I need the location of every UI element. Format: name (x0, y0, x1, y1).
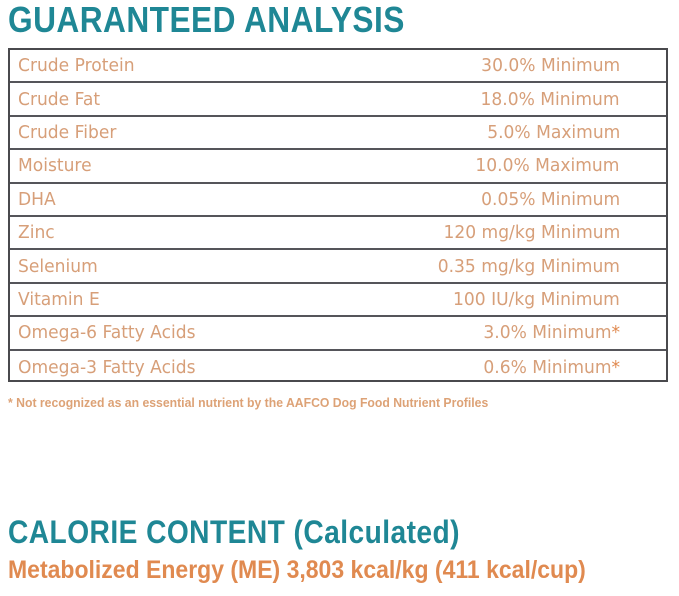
calorie-content-title: CALORIE CONTENT (Calculated) (8, 513, 460, 551)
nutrient-name: DHA (18, 188, 56, 210)
nutrient-amount: 120 mg/kg Minimum (443, 222, 620, 244)
table-row: Moisture 10.0% Maximum (10, 150, 666, 184)
footnote-marker: * (611, 322, 620, 344)
guaranteed-analysis-table: Crude Protein 30.0% Minimum Crude Fat 18… (8, 48, 668, 382)
table-row: Vitamin E 100 IU/kg Minimum (10, 284, 666, 318)
nutrient-name: Omega-6 Fatty Acids (18, 322, 196, 344)
table-row: Omega-3 Fatty Acids 0.6% Minimum* (10, 351, 666, 384)
guaranteed-analysis-footnote: * Not recognized as an essential nutrien… (8, 395, 489, 410)
metabolized-energy-value: Metabolized Energy (ME) 3,803 kcal/kg (4… (8, 556, 586, 584)
nutrient-name: Crude Protein (18, 55, 135, 77)
guaranteed-analysis-title: GUARANTEED ANALYSIS (8, 0, 405, 40)
nutrient-name: Zinc (18, 222, 55, 244)
table-row: Crude Protein 30.0% Minimum (10, 50, 666, 84)
calorie-content-title-paren: (Calculated) (285, 514, 460, 550)
table-row: Zinc 120 mg/kg Minimum (10, 217, 666, 251)
nutrient-amount: 0.6% Minimum* (483, 356, 620, 378)
footnote-marker: * (611, 356, 620, 378)
nutrient-name: Vitamin E (18, 288, 100, 310)
table-row: Crude Fiber 5.0% Maximum (10, 117, 666, 151)
table-row: Selenium 0.35 mg/kg Minimum (10, 250, 666, 284)
nutrient-name: Crude Fiber (18, 121, 117, 143)
nutrient-name: Crude Fat (18, 88, 101, 110)
nutrient-amount: 0.35 mg/kg Minimum (437, 255, 620, 277)
table-row: Omega-6 Fatty Acids 3.0% Minimum* (10, 317, 666, 351)
nutrient-name: Moisture (18, 155, 92, 177)
nutrient-amount: 3.0% Minimum* (483, 322, 620, 344)
calorie-content-title-main: CALORIE CONTENT (8, 514, 286, 550)
nutrient-name: Omega-3 Fatty Acids (18, 356, 196, 378)
nutrient-amount: 0.05% Minimum (480, 188, 620, 210)
nutrient-amount: 18.0% Minimum (480, 88, 620, 110)
nutrient-amount: 10.0% Maximum (475, 155, 620, 177)
table-row: Crude Fat 18.0% Minimum (10, 83, 666, 117)
table-row: DHA 0.05% Minimum (10, 184, 666, 217)
nutrient-amount: 30.0% Minimum (480, 55, 620, 77)
nutrient-amount: 100 IU/kg Minimum (453, 288, 620, 310)
nutrient-amount: 5.0% Maximum (486, 121, 620, 143)
nutrient-name: Selenium (18, 255, 98, 277)
